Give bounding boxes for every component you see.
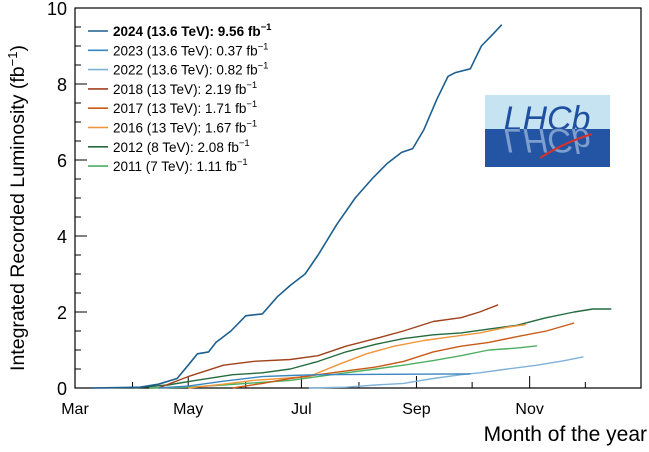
legend-label-2011: 2011 (7 TeV): 1.11 fb−1 [113,157,248,174]
series-line-2016 [188,323,527,389]
legend-label-2023: 2023 (13.6 TeV): 0.37 fb−1 [113,41,268,58]
y-tick-label: 2 [57,303,67,323]
logo-top-band [485,95,610,129]
y-axis-label-main: Integrated Recorded Luminosity (fb [7,66,29,371]
legend-label-exponent: −1 [258,61,269,72]
legend-label-text: 2017 (13 TeV): 1.71 fb [113,101,246,116]
legend-label-exponent: −1 [258,41,269,52]
y-tick-label: 4 [57,227,67,247]
legend-label-text: 2011 (7 TeV): 1.11 fb [113,159,237,174]
y-tick-label: 8 [57,75,67,95]
series-line-2023 [158,373,471,389]
legend-label-2016: 2016 (13 TeV): 1.67 fb−1 [113,119,257,136]
legend-label-text: 2022 (13.6 TeV): 0.82 fb [113,63,258,78]
legend-label-exponent: −1 [237,157,248,168]
series-line-2018 [158,304,499,389]
legend-label-exponent: −1 [246,99,257,110]
legend-label-2017: 2017 (13 TeV): 1.71 fb−1 [113,99,257,116]
logo-text: LHCb [504,100,591,138]
legend-label-exponent: −1 [239,138,250,149]
series-line-2017 [232,322,575,389]
logo-swoosh [539,133,593,159]
lhcb-logo: LHCb LHCb [485,95,610,167]
x-tick-label: Mar [61,401,89,418]
y-tick-label: 10 [47,0,67,19]
y-tick-label: 6 [57,151,67,171]
legend-label-text: 2012 (8 TeV): 2.08 fb [113,140,239,155]
legend-label-exponent: −1 [246,119,257,130]
y-axis-label: Integrated Recorded Luminosity (fb−1) [5,45,29,371]
series-line-2022 [308,356,584,389]
legend-label-text: 2016 (13 TeV): 1.67 fb [113,121,246,136]
y-tick-labels: 0 2 4 6 8 10 [47,0,67,399]
legend-label-2022: 2022 (13.6 TeV): 0.82 fb−1 [113,61,268,78]
legend-label-text: 2018 (13 TeV): 2.19 fb [113,82,246,97]
x-tick-label: Sep [402,401,431,418]
x-tick-labels: Mar May Jul Sep Nov [61,401,544,418]
series-lines [91,24,612,389]
legend-label-2018: 2018 (13 TeV): 2.19 fb−1 [113,80,257,97]
legend-label-2012: 2012 (8 TeV): 2.08 fb−1 [113,138,250,155]
series-line-2012 [132,308,612,389]
x-tick-label: May [173,401,203,418]
y-axis-label-exponent: −1 [5,52,20,67]
x-axis-label: Month of the year [484,423,647,446]
legend-label-text: 2024 (13.6 TeV): 9.56 fb [113,24,261,39]
legend-label-2024: 2024 (13.6 TeV): 9.56 fb−1 [113,22,272,39]
legend-label-exponent: −1 [261,22,273,33]
x-tick-label: Jul [291,401,311,418]
x-tick-label: Nov [515,401,543,418]
y-tick-label: 0 [57,379,67,399]
y-axis-label-close: ) [7,45,29,52]
series-line-2011 [149,345,538,389]
legend-label-exponent: −1 [246,80,257,91]
series-line-2024 [91,24,503,389]
legend-label-text: 2023 (13.6 TeV): 0.37 fb [113,43,258,58]
